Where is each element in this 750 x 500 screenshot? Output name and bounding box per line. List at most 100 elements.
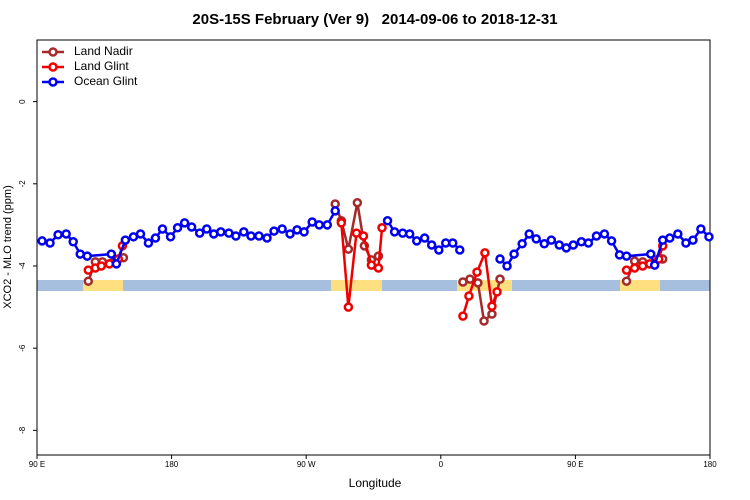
point <box>479 316 489 326</box>
point <box>120 235 131 245</box>
plot-frame <box>36 39 711 456</box>
point <box>194 228 205 238</box>
point <box>322 220 333 230</box>
point <box>464 291 474 301</box>
land-region <box>83 280 123 291</box>
legend-label: Land Nadir <box>74 44 133 58</box>
point <box>472 267 482 277</box>
point <box>568 240 579 250</box>
point <box>621 276 632 286</box>
point <box>419 233 430 243</box>
point <box>216 227 226 237</box>
point <box>621 251 632 261</box>
point <box>531 234 541 244</box>
point <box>358 231 369 241</box>
point <box>37 236 47 246</box>
land-region <box>331 280 382 291</box>
point <box>621 265 632 275</box>
point <box>172 223 183 233</box>
point <box>649 260 660 270</box>
point <box>599 229 610 239</box>
x-tick-label: 90 E <box>29 460 45 469</box>
y-tick-label: 0 <box>18 99 27 104</box>
point <box>165 232 176 242</box>
point <box>465 274 475 284</box>
point <box>629 263 640 273</box>
point <box>231 231 241 241</box>
point <box>314 220 324 230</box>
point <box>495 254 505 264</box>
point <box>539 239 550 249</box>
point <box>157 224 168 234</box>
point <box>606 236 617 246</box>
point <box>373 263 384 273</box>
land-region <box>457 280 512 291</box>
x-tick-label: 180 <box>703 460 717 469</box>
point <box>82 251 93 261</box>
point <box>269 226 279 236</box>
point <box>262 233 272 243</box>
point <box>704 232 714 242</box>
point <box>143 238 154 248</box>
point <box>665 233 675 243</box>
point <box>186 222 197 232</box>
point <box>517 239 527 249</box>
legend-marker <box>48 47 58 57</box>
point <box>487 309 497 319</box>
point <box>299 227 309 237</box>
point <box>382 216 393 226</box>
point <box>96 261 107 271</box>
point <box>83 276 94 286</box>
point <box>61 229 71 239</box>
point <box>546 235 557 245</box>
point <box>411 236 422 246</box>
legend-label: Land Glint <box>74 59 129 73</box>
point <box>343 244 354 254</box>
point <box>352 197 363 208</box>
legend-label: Ocean Glint <box>74 74 138 88</box>
y-tick-label: -4 <box>18 262 27 270</box>
point <box>591 231 602 241</box>
land-mask <box>83 280 660 291</box>
point <box>448 238 458 248</box>
point <box>492 287 502 297</box>
x-tick-label: 0 <box>439 460 444 469</box>
point <box>434 245 444 255</box>
point <box>696 224 706 234</box>
point <box>389 227 400 237</box>
point <box>53 230 63 240</box>
legend-marker <box>48 77 58 87</box>
point <box>487 301 497 312</box>
x-tick-label: 90 E <box>567 460 583 469</box>
chart-title: 20S-15S February (Ver 9) 2014-09-06 to 2… <box>192 11 557 28</box>
x-axis-label: Longitude <box>349 476 402 490</box>
point <box>404 229 415 239</box>
point <box>458 311 468 321</box>
point <box>201 224 212 234</box>
point <box>68 236 78 247</box>
point <box>277 224 287 234</box>
point <box>111 259 122 269</box>
point <box>336 218 347 228</box>
point <box>583 238 594 248</box>
point <box>179 218 190 228</box>
point <box>239 227 249 237</box>
point <box>455 245 465 255</box>
land-region <box>620 280 660 291</box>
x-tick-label: 90 W <box>297 460 316 469</box>
point <box>502 261 512 271</box>
point <box>285 229 295 239</box>
point <box>343 302 354 312</box>
point <box>509 249 519 259</box>
x-tick-label: 180 <box>165 460 179 469</box>
point <box>646 249 656 259</box>
point <box>135 229 146 239</box>
y-tick-label: -2 <box>18 180 27 188</box>
y-tick-label: -8 <box>18 426 27 434</box>
point <box>45 238 55 248</box>
y-tick-label: -6 <box>18 344 27 352</box>
point <box>254 231 264 241</box>
point <box>524 229 534 239</box>
legend-marker <box>48 62 58 72</box>
